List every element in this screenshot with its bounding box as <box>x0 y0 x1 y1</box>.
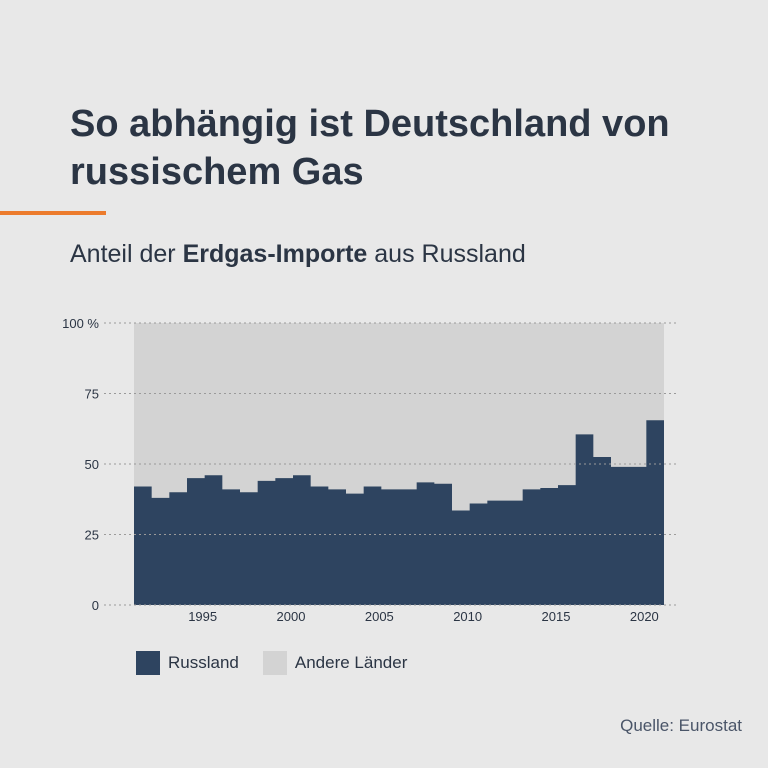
x-tick-label: 2015 <box>542 609 571 624</box>
x-tick-label: 2020 <box>630 609 659 624</box>
chart-subtitle: Anteil der Erdgas-Importe aus Russland <box>70 240 526 269</box>
x-tick-label: 2010 <box>453 609 482 624</box>
russland-area <box>134 420 664 605</box>
legend-item-andere: Andere Länder <box>262 651 408 675</box>
subtitle-post: aus Russland <box>367 240 526 268</box>
chart-title: So abhängig ist Deutschland von russisch… <box>70 103 670 193</box>
subtitle-pre: Anteil der <box>70 240 183 268</box>
y-tick-label: 100 % <box>62 316 99 331</box>
x-tick-label: 2000 <box>277 609 306 624</box>
legend-label-russland: Russland <box>168 653 239 672</box>
x-tick-label: 1995 <box>188 609 217 624</box>
y-tick-label: 75 <box>85 387 99 402</box>
legend-label-andere: Andere Länder <box>294 653 408 672</box>
accent-line <box>0 211 106 215</box>
x-tick-label: 2005 <box>365 609 394 624</box>
source-note: Quelle: Eurostat <box>620 716 742 735</box>
subtitle-bold: Erdgas-Importe <box>182 240 368 268</box>
y-tick-label: 25 <box>85 528 99 543</box>
legend: Russland Andere Länder <box>136 651 431 675</box>
legend-item-russland: Russland <box>136 651 239 675</box>
y-tick-label: 50 <box>85 457 99 472</box>
y-tick-label: 0 <box>92 598 99 613</box>
legend-swatch-russland <box>136 651 160 675</box>
legend-swatch-andere <box>262 651 287 675</box>
